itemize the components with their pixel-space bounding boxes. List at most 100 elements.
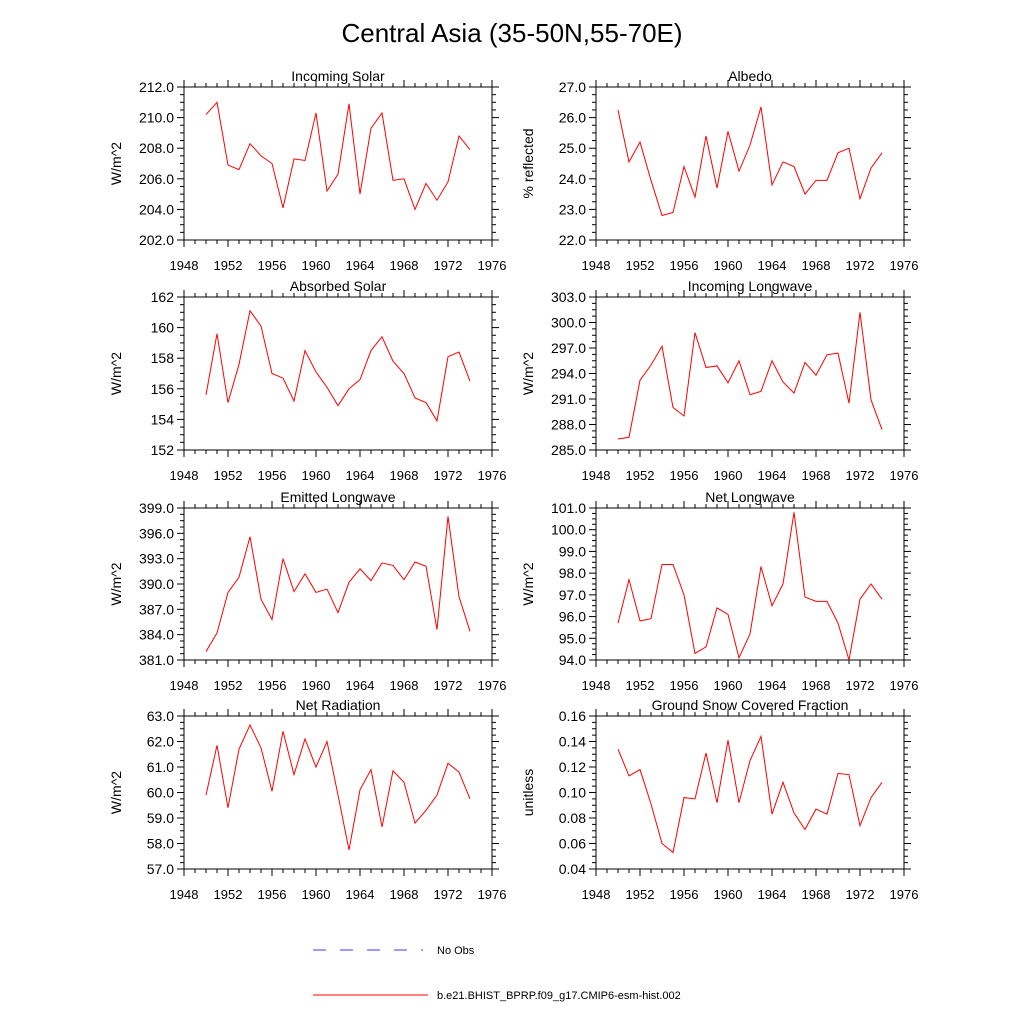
x-tick-label: 1956 [258,468,287,483]
x-tick-label: 1948 [170,887,199,902]
y-tick-label: 212.0 [139,79,174,95]
panel-title: Ground Snow Covered Fraction [652,697,849,713]
x-tick-label: 1976 [890,887,919,902]
y-tick-label: 288.0 [551,417,586,433]
y-tick-label: 206.0 [139,171,174,187]
y-tick-label: 24.0 [559,171,586,187]
x-tick-label: 1948 [582,887,611,902]
plot-frame [595,296,905,451]
y-tick-label: 154 [151,411,175,427]
y-tick-label: 300.0 [551,315,586,331]
y-tick-label: 303.0 [551,289,586,305]
x-tick-label: 1976 [890,258,919,273]
x-tick-label: 1972 [434,258,463,273]
x-tick-label: 1956 [258,678,287,693]
series-line [205,101,471,211]
plot-frame [595,86,905,241]
y-tick-label: 152 [151,442,175,458]
x-tick-label: 1976 [478,258,507,273]
x-tick-label: 1956 [670,887,699,902]
x-tick-label: 1948 [170,678,199,693]
y-tick-label: 57.0 [147,861,174,877]
figure-title: Central Asia (35-50N,55-70E) [341,18,682,48]
y-tick-label: 99.0 [559,543,586,559]
y-tick-label: 381.0 [139,652,174,668]
chart-panel: Incoming Solar W/m^2 1948 1952 1956 1960 1964 1… [108,68,506,273]
x-tick-label: 1968 [390,468,419,483]
plot-frame [183,715,493,870]
x-tick-label: 1948 [582,468,611,483]
y-tick-label: 0.16 [559,708,586,724]
x-tick-label: 1952 [626,678,655,693]
y-tick-label: 210.0 [139,110,174,126]
x-tick-label: 1968 [390,678,419,693]
x-tick-label: 1956 [258,887,287,902]
x-tick-label: 1964 [346,468,375,483]
chart-panel: Absorbed Solar W/m^2 1948 1952 1956 1960 1964 1… [108,278,506,483]
x-tick-label: 1952 [626,887,655,902]
x-tick-label: 1948 [582,258,611,273]
y-axis-label: W/m^2 [108,352,124,395]
plot-frame [595,715,905,870]
x-tick-label: 1964 [346,887,375,902]
y-axis-label: unitless [520,769,536,816]
x-tick-label: 1968 [802,887,831,902]
panel-title: Net Radiation [296,697,381,713]
series-line [617,512,883,661]
x-tick-label: 1976 [478,468,507,483]
y-tick-label: 0.10 [559,785,586,801]
x-tick-label: 1964 [346,258,375,273]
y-tick-label: 25.0 [559,140,586,156]
x-tick-label: 1976 [890,678,919,693]
y-tick-label: 202.0 [139,232,174,248]
y-tick-label: 384.0 [139,627,174,643]
legend-obs-label: No Obs [437,945,475,957]
x-tick-label: 1948 [170,468,199,483]
x-tick-label: 1976 [478,678,507,693]
y-tick-label: 59.0 [147,810,174,826]
x-tick-label: 1964 [758,468,787,483]
series-line [205,309,471,423]
x-tick-label: 1972 [434,887,463,902]
x-tick-label: 1960 [714,468,743,483]
y-tick-label: 162 [151,289,175,305]
x-tick-label: 1956 [670,258,699,273]
y-tick-label: 63.0 [147,708,174,724]
x-tick-label: 1964 [758,258,787,273]
x-tick-label: 1968 [802,258,831,273]
series-line [617,312,883,440]
x-tick-label: 1968 [390,258,419,273]
y-tick-label: 0.06 [559,836,586,852]
y-tick-label: 96.0 [559,609,586,625]
y-tick-label: 94.0 [559,652,586,668]
panel-title: Albedo [728,68,772,84]
y-tick-label: 61.0 [147,759,174,775]
legend: No Obs b.e21.BHIST_BPRP.f09_g17.CMIP6-es… [313,945,681,1002]
legend-model-label: b.e21.BHIST_BPRP.f09_g17.CMIP6-esm-hist.… [437,990,681,1002]
y-tick-label: 297.0 [551,340,586,356]
plot-frame [183,296,493,451]
y-axis-label: W/m^2 [108,562,124,605]
x-tick-label: 1972 [846,468,875,483]
x-tick-label: 1952 [214,468,243,483]
x-tick-label: 1972 [846,258,875,273]
x-tick-label: 1972 [846,678,875,693]
x-tick-label: 1964 [758,887,787,902]
y-tick-label: 60.0 [147,785,174,801]
x-tick-label: 1968 [390,887,419,902]
x-tick-label: 1960 [302,887,331,902]
x-tick-label: 1968 [802,468,831,483]
x-tick-label: 1976 [478,887,507,902]
y-tick-label: 393.0 [139,551,174,567]
x-tick-label: 1952 [214,258,243,273]
x-tick-label: 1960 [714,258,743,273]
x-tick-label: 1972 [434,468,463,483]
x-tick-label: 1972 [434,678,463,693]
x-tick-label: 1952 [214,678,243,693]
y-tick-label: 0.14 [559,734,586,750]
y-tick-label: 291.0 [551,391,586,407]
y-tick-label: 399.0 [139,500,174,516]
y-tick-label: 100.0 [551,522,586,538]
plot-frame [183,86,493,241]
